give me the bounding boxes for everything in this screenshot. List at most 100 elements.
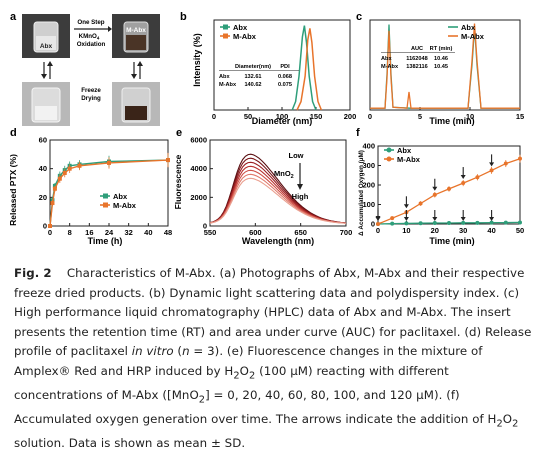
chart-f-ytick-label: 100 [362, 200, 375, 209]
chart-f-xtick-label: 0 [376, 226, 380, 235]
chart-f-xtick-label: 30 [459, 226, 467, 235]
panel-e-letter: e [176, 127, 182, 139]
chart-d-ytick-label: 0 [43, 222, 47, 231]
chart-b-table-cell: 0.068 [278, 74, 292, 80]
chart-f-point [475, 175, 480, 180]
chart-c-table-header: RT (min) [430, 46, 453, 52]
chart-f-point [432, 192, 437, 197]
chart-b-ylabel: Intensity (%) [192, 33, 202, 87]
caption-text: (100 μM) reacting with different concent… [14, 363, 449, 402]
chart-d-frame [49, 139, 169, 227]
chart-d-point [52, 186, 57, 191]
chart-f-point [518, 156, 522, 161]
chart-b-legend-marker [223, 24, 228, 30]
caption-text: ] = 0, 20, 40, 60, 80, 100, and 120 μM).… [14, 387, 497, 426]
caption-text: Characteristics of M-Abx. (a) Photograph… [14, 266, 532, 359]
chart-d-point [62, 170, 67, 175]
panel-d-letter: d [10, 127, 17, 139]
chart-e-fluorescence: Fluorescence 550 600 650 700 0 2000 4000 6000 Lo… [173, 136, 352, 247]
chart-e-xlabel: Wavelength (nm) [242, 236, 314, 246]
chart-b-xtick-label: 200 [344, 112, 357, 121]
chart-d-point [166, 158, 170, 163]
chart-f-arrow-low-head [375, 217, 381, 221]
chart-f-xtick-label: 10 [402, 226, 410, 235]
chart-d-ytick-label: 20 [39, 193, 47, 202]
chart-c-table-cell: 1382116 [406, 64, 427, 70]
chart-e-ytick-label: 0 [203, 222, 207, 231]
chart-e-ytick-label: 4000 [190, 164, 207, 173]
chart-d-legend-marker [103, 202, 108, 208]
chart-f-legend-label: M-Abx [397, 155, 421, 164]
chart-b-table-cell: Abx [219, 74, 230, 80]
chart-d-point [57, 176, 62, 181]
chart-d-xtick-label: 32 [124, 228, 132, 237]
drying-label: Drying [81, 95, 101, 102]
chart-c-frame [369, 19, 521, 111]
chart-d-release: Released PTX (%) 0 8 16 24 32 40 48 0 20 40 60 AbxM… [8, 136, 172, 247]
freeze-label: Freeze [81, 87, 101, 94]
chart-d-xtick-label: 40 [144, 228, 152, 237]
chart-d-point [48, 224, 52, 228]
chart-c-legend-label: Abx [461, 23, 476, 32]
chart-b-legend-label: M-Abx [233, 32, 257, 41]
chart-f-xtick-label: 50 [516, 226, 524, 235]
chart-d-ylabel: Released PTX (%) [8, 154, 18, 226]
chart-f-legend-marker [386, 156, 392, 162]
chart-e-ytick-label: 6000 [190, 136, 207, 145]
chart-f-arrow-low-head [432, 217, 438, 221]
chart-f-point [489, 168, 494, 173]
chart-f-xtick-label: 40 [487, 226, 495, 235]
chart-f-arrow-low-head [403, 217, 409, 221]
chart-b-dls: Intensity (%) 0 50 100 150 200AbxM-AbxDiamet… [192, 19, 357, 126]
chart-c-xtick-label: 5 [418, 112, 422, 121]
chart-f-point [461, 220, 466, 225]
chart-d-xtick-label: 8 [68, 228, 72, 237]
chart-b-series-m-abx [296, 28, 323, 111]
figure-caption: Fig. 2 Characteristics of M-Abx. (a) Pho… [14, 264, 534, 453]
chart-d-xtick-label: 48 [164, 228, 172, 237]
chart-e-curve [209, 153, 347, 224]
chart-b-xlabel: Diameter (nm) [252, 116, 313, 126]
chart-f-point [404, 221, 409, 226]
chart-d-xtick-label: 16 [85, 228, 93, 237]
chart-c-table-cell: M-Abx [381, 64, 399, 70]
caption-sub: 2 [496, 418, 503, 430]
chart-d-legend-marker [103, 193, 108, 199]
chart-f-point [447, 221, 451, 226]
chart-c-series-m-abx [370, 23, 520, 109]
chart-e-arrow-head [297, 184, 303, 190]
chart-f-ytick-label: 0 [371, 220, 375, 229]
chart-c-legend-label: M-Abx [461, 32, 485, 41]
caption-text: solution. Data is shown as mean ± SD. [14, 435, 246, 450]
chart-f-ytick-label: 200 [362, 181, 375, 190]
chart-b-xtick-label: 100 [276, 112, 289, 121]
chart-f-arrow-low-head [489, 217, 495, 221]
chart-c-table-header: AUC [411, 46, 423, 52]
caption-text: ( [173, 344, 183, 359]
chart-b-xtick-label: 50 [244, 112, 252, 121]
chart-d-point [50, 201, 55, 206]
chart-b-xtick-label: 150 [310, 112, 323, 121]
chart-b-table-header: PDI [280, 64, 290, 70]
chart-f-point [503, 220, 508, 225]
chart-b-table-cell: M-Abx [219, 82, 237, 88]
chart-f-xlabel: Time (min) [429, 236, 474, 246]
chart-c-xtick-label: 15 [516, 112, 524, 121]
svg-text:KMnO4: KMnO4 [79, 33, 100, 41]
panel-b-letter: b [180, 11, 187, 23]
panel-c-letter: c [356, 11, 362, 23]
chart-c-table-cell: Abx [381, 56, 392, 62]
chart-f-legend-marker [386, 147, 392, 153]
caption-label: Fig. 2 [14, 266, 52, 280]
chart-d-xtick-label: 24 [105, 228, 114, 237]
chart-d-legend-label: M-Abx [113, 201, 137, 210]
chart-d-point [107, 160, 111, 165]
chart-e-annotation-high: High [292, 192, 309, 201]
chart-f-point [518, 220, 522, 225]
chart-f-arrow-head [489, 162, 495, 167]
chart-d-xtick-label: 0 [48, 228, 52, 237]
chart-e-curve [209, 177, 347, 224]
caption-text: = 3). (e) Fluorescence changes in the mi… [14, 344, 483, 378]
chart-f-point [418, 221, 423, 226]
